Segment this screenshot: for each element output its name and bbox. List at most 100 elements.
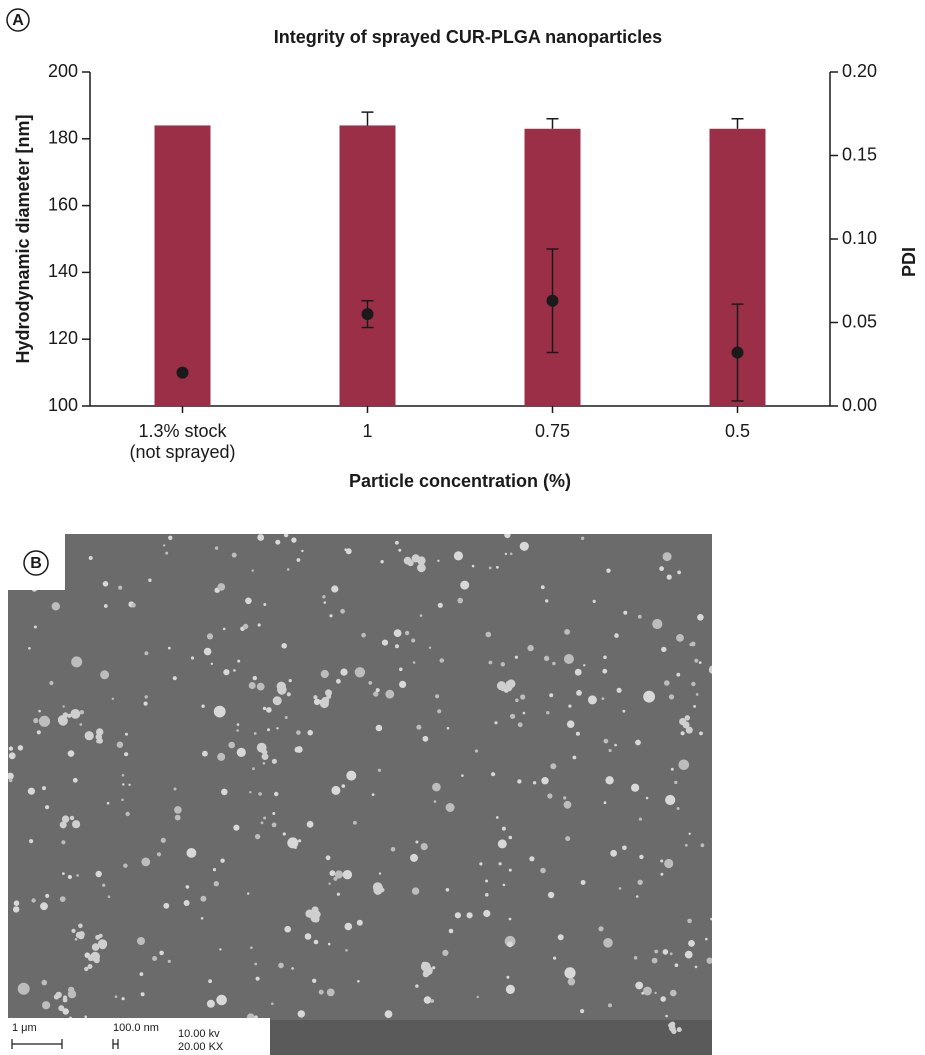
aggregate bbox=[671, 1028, 677, 1035]
particle bbox=[566, 720, 575, 728]
particle bbox=[242, 623, 249, 630]
particle bbox=[567, 977, 576, 986]
particle bbox=[416, 724, 422, 730]
particle bbox=[666, 574, 672, 580]
particle bbox=[163, 902, 170, 909]
particle bbox=[233, 824, 240, 831]
particle bbox=[603, 738, 609, 744]
particle bbox=[395, 540, 399, 545]
particle bbox=[606, 568, 611, 573]
sem-image bbox=[8, 534, 721, 1055]
particle bbox=[336, 892, 340, 896]
point bbox=[176, 366, 189, 379]
particle bbox=[185, 885, 190, 889]
particle bbox=[118, 585, 123, 590]
panel-label: B bbox=[30, 555, 42, 572]
particle bbox=[251, 569, 254, 572]
particle bbox=[67, 874, 72, 880]
x-tick-label: 1.3% stock (not sprayed) bbox=[129, 421, 235, 462]
aggregate bbox=[713, 667, 721, 675]
particle bbox=[483, 909, 491, 918]
aggregate bbox=[684, 715, 690, 721]
particle bbox=[507, 941, 513, 948]
particle bbox=[173, 787, 177, 791]
particle bbox=[398, 548, 402, 552]
particle bbox=[354, 667, 366, 678]
particle bbox=[288, 679, 292, 683]
particle bbox=[260, 821, 264, 825]
particle bbox=[652, 618, 663, 630]
particle bbox=[254, 833, 261, 840]
particle bbox=[353, 820, 357, 825]
particle bbox=[250, 946, 253, 949]
particle bbox=[163, 544, 166, 547]
particle bbox=[125, 811, 130, 817]
particle bbox=[342, 870, 353, 880]
particle bbox=[404, 630, 410, 636]
point bbox=[546, 294, 559, 307]
particle bbox=[430, 999, 435, 1003]
particle bbox=[377, 768, 381, 772]
particle bbox=[454, 912, 461, 919]
scale-bar-label: 100.0 nm bbox=[113, 1022, 159, 1034]
particle bbox=[552, 661, 556, 666]
particle bbox=[62, 705, 65, 708]
particle bbox=[670, 767, 674, 771]
aggregate bbox=[71, 928, 76, 934]
particle bbox=[124, 752, 129, 757]
scale-bar-label: 1 μm bbox=[12, 1022, 37, 1034]
particle bbox=[31, 898, 36, 903]
aggregate bbox=[87, 964, 93, 969]
particle bbox=[471, 564, 475, 568]
particle bbox=[223, 669, 230, 676]
particle bbox=[139, 972, 144, 976]
aggregate bbox=[686, 727, 692, 734]
particle bbox=[247, 892, 250, 895]
aggregate bbox=[310, 913, 320, 923]
aggregate bbox=[96, 728, 104, 736]
particle bbox=[210, 662, 214, 665]
particle bbox=[622, 709, 626, 713]
particle bbox=[143, 701, 148, 706]
particle bbox=[485, 879, 489, 883]
particle bbox=[252, 767, 255, 771]
particle bbox=[62, 1008, 69, 1015]
panel-b: B 1 μm 100.0 nm 10.00 kv 20.00 KX bbox=[8, 534, 721, 1055]
particle bbox=[633, 956, 638, 960]
particle bbox=[580, 880, 586, 885]
particle bbox=[326, 988, 335, 997]
particle bbox=[527, 644, 534, 652]
particle bbox=[200, 917, 204, 920]
particle bbox=[545, 599, 549, 603]
particle bbox=[495, 816, 499, 819]
particle bbox=[45, 805, 50, 810]
particle bbox=[502, 883, 506, 887]
particle bbox=[344, 548, 348, 551]
particle bbox=[583, 664, 586, 667]
particle bbox=[676, 634, 684, 642]
particle bbox=[333, 876, 338, 881]
particle bbox=[445, 888, 450, 892]
particle bbox=[165, 551, 169, 555]
particle bbox=[102, 883, 106, 887]
particle bbox=[476, 995, 479, 999]
particle bbox=[491, 772, 496, 777]
particle bbox=[262, 762, 266, 765]
particle bbox=[580, 536, 585, 540]
particle bbox=[381, 639, 389, 646]
particle bbox=[572, 755, 577, 760]
aggregate bbox=[62, 997, 68, 1003]
particle bbox=[515, 698, 519, 703]
particle bbox=[74, 937, 78, 941]
particle bbox=[529, 856, 535, 862]
particle bbox=[200, 895, 207, 902]
particle bbox=[687, 918, 692, 924]
aggregate bbox=[668, 1022, 674, 1029]
particle bbox=[508, 917, 512, 921]
particle bbox=[28, 647, 31, 650]
particle bbox=[217, 752, 226, 761]
particle bbox=[519, 541, 529, 551]
scale-bar bbox=[112, 1039, 119, 1049]
particle bbox=[706, 957, 712, 964]
